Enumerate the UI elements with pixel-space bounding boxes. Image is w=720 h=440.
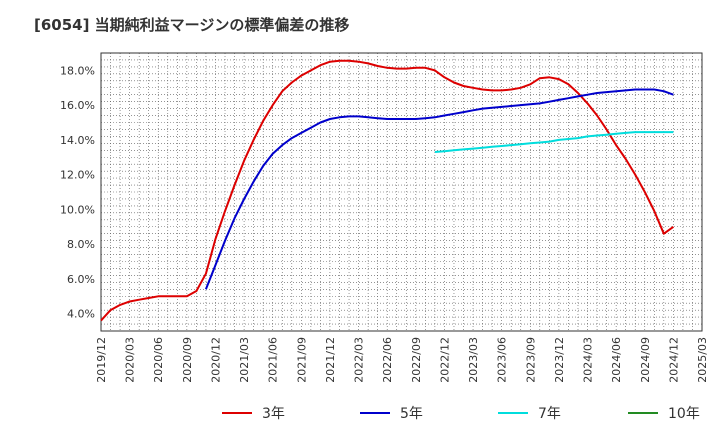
y-tick-label: 12.0% [60,169,95,182]
x-tick-label: 2021/03 [238,337,251,383]
x-tick-label: 2020/03 [124,337,137,383]
series-line [434,131,674,153]
series-line [204,88,674,290]
y-tick-label: 18.0% [60,64,95,77]
y-tick-label: 4.0% [67,308,95,321]
legend-label: 3年 [262,406,285,422]
y-tick-label: 14.0% [60,134,95,147]
x-tick-label: 2021/12 [324,337,337,383]
y-tick-label: 16.0% [60,99,95,112]
x-tick-label: 2023/12 [553,337,566,383]
plot-frame [100,52,703,332]
x-tick-label: 2024/06 [610,337,623,383]
y-tick-label: 10.0% [60,203,95,216]
x-tick-label: 2020/12 [209,337,222,383]
x-tick-label: 2023/06 [496,337,509,383]
y-tick-label: 8.0% [67,238,95,251]
x-tick-label: 2022/03 [353,337,366,383]
x-tick-label: 2025/03 [696,337,709,383]
x-tick-label: 2024/12 [667,337,680,383]
legend-label: 10年 [668,406,700,422]
x-tick-label: 2020/09 [181,337,194,383]
chart-title: [6054] 当期純利益マージンの標準偏差の推移 [34,16,350,34]
x-tick-label: 2021/06 [267,337,280,383]
x-tick-label: 2023/09 [524,337,537,383]
x-tick-label: 2022/09 [410,337,423,383]
x-tick-label: 2019/12 [95,337,108,383]
legend-label: 7年 [538,406,561,422]
x-tick-label: 2020/06 [152,337,165,383]
x-tick-label: 2023/03 [467,337,480,383]
series-line [100,59,674,322]
legend-label: 5年 [400,406,423,422]
x-tick-label: 2021/09 [295,337,308,383]
x-tick-label: 2024/03 [582,337,595,383]
x-tick-label: 2022/12 [438,337,451,383]
x-tick-label: 2022/06 [381,337,394,383]
y-tick-label: 6.0% [67,273,95,286]
x-tick-label: 2024/09 [639,337,652,383]
